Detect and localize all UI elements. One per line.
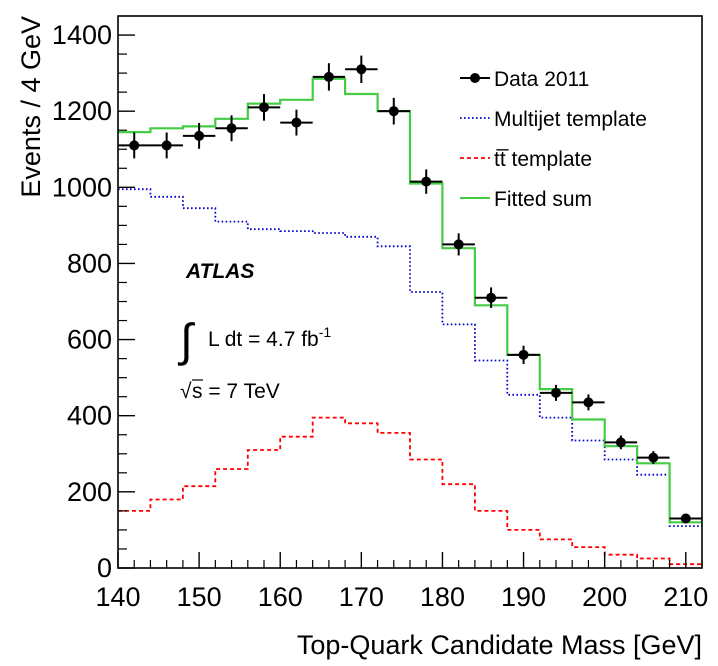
- data-point: [280, 109, 313, 136]
- data-point: [442, 233, 475, 256]
- experiment-label: ATLAS: [185, 260, 254, 283]
- data-point-marker: [194, 130, 205, 141]
- luminosity-label: L dt = 4.7 fb-1: [208, 324, 331, 351]
- legend-entry-fitted: Fitted sum: [460, 188, 592, 211]
- data-point: [182, 122, 216, 149]
- y-tick-label: 200: [67, 477, 112, 507]
- legend-ttbar-label: tt̅ template: [494, 148, 592, 171]
- ttbar-histogram-line: [118, 416, 702, 566]
- data-point-marker: [161, 140, 172, 151]
- y-tick-label: 1200: [52, 96, 112, 126]
- data-point: [604, 435, 638, 450]
- legend: Data 2011 Multijet template tt̅ template…: [460, 68, 647, 211]
- data-point: [150, 132, 183, 159]
- data-point: [215, 115, 248, 142]
- y-tick-label: 0: [97, 553, 112, 583]
- data-point-marker: [291, 117, 302, 128]
- data-point: [507, 345, 540, 364]
- data-point-marker: [421, 176, 432, 187]
- data-point-marker: [259, 102, 269, 113]
- legend-multijet-label: Multijet template: [494, 108, 647, 131]
- series-layer: [118, 55, 702, 566]
- y-axis-label: Events / 4 GeV: [16, 16, 46, 198]
- legend-data-swatch-marker: [470, 73, 480, 83]
- multijet-histogram-line: [118, 188, 702, 527]
- y-tick-label: 800: [67, 248, 112, 278]
- data-point-marker: [486, 292, 497, 303]
- data-point-marker: [648, 452, 659, 463]
- data-point: [377, 97, 410, 125]
- integral-sign: ∫: [177, 314, 195, 366]
- fitted-histogram-line: [118, 77, 702, 524]
- data-point-marker: [323, 71, 334, 82]
- energy-label: s = 7 TeV: [192, 380, 280, 403]
- data-point-marker: [615, 437, 626, 448]
- plot-frame: [117, 15, 703, 569]
- y-tick-label: 1400: [52, 20, 112, 50]
- data-point: [474, 287, 508, 308]
- legend-entry-multijet: Multijet template: [460, 108, 647, 131]
- x-tick-label: 180: [420, 582, 465, 612]
- data-point: [539, 384, 573, 401]
- y-tick-label: 600: [67, 325, 112, 355]
- data-point: [572, 394, 605, 411]
- data-point-marker: [551, 387, 561, 398]
- data-point-marker: [518, 349, 529, 360]
- legend-entry-data: Data 2011: [460, 68, 589, 91]
- data-point: [118, 132, 151, 159]
- data-point: [247, 94, 281, 121]
- y-tick-label: 400: [67, 401, 112, 431]
- data-point: [312, 63, 346, 91]
- legend-data-label: Data 2011: [494, 68, 589, 91]
- data-point: [410, 169, 443, 194]
- data-point-marker: [388, 106, 399, 117]
- x-tick-label: 210: [663, 582, 708, 612]
- legend-entry-ttbar: tt̅ template: [460, 148, 592, 171]
- data-point: [637, 451, 670, 465]
- data-point: [345, 55, 378, 84]
- x-tick-label: 170: [339, 582, 384, 612]
- data-point: [669, 513, 702, 524]
- x-tick-label: 150: [177, 582, 222, 612]
- data-point-marker: [226, 123, 237, 134]
- data-point-marker: [356, 64, 367, 75]
- y-tick-label: 1000: [52, 172, 112, 202]
- data-point-marker: [583, 397, 594, 408]
- axis-layer: 140 150 160 170 180 190 200 210 0 200 400 600 800 100…: [52, 20, 708, 612]
- x-tick-label: 190: [501, 582, 546, 612]
- x-axis-label: Top-Quark Candidate Mass [GeV]: [297, 630, 702, 660]
- x-tick-label: 200: [582, 582, 627, 612]
- data-point-marker: [680, 513, 691, 524]
- data-point-marker: [129, 140, 140, 151]
- x-tick-label: 140: [95, 582, 140, 612]
- x-tick-label: 160: [258, 582, 303, 612]
- atlas-annotation: ATLAS ∫ L dt = 4.7 fb-1 √ s = 7 TeV: [177, 260, 331, 403]
- data-point-marker: [453, 239, 464, 250]
- sqrt-symbol: √: [180, 380, 192, 403]
- legend-fitted-label: Fitted sum: [494, 188, 592, 211]
